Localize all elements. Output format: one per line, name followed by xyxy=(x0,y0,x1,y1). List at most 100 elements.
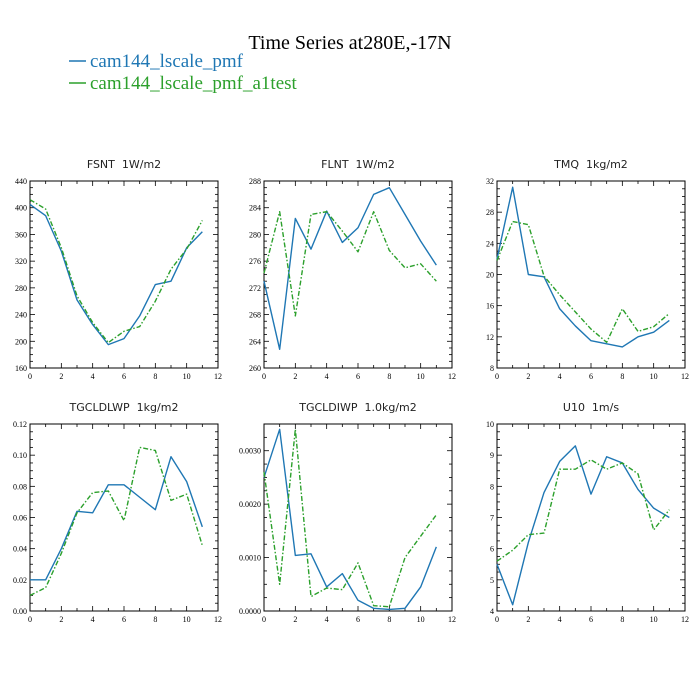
x-tick-label: 8 xyxy=(153,372,157,381)
x-tick-label: 0 xyxy=(495,615,499,624)
series-line-2 xyxy=(263,211,437,317)
panel-4: TGCLDLWP 1kg/m2 0 2 4 6 8 10 12 0.00 0.02 0.04 0.06… xyxy=(13,401,222,624)
y-tick-label: 20 xyxy=(486,271,494,280)
x-tick-label: 0 xyxy=(262,615,266,624)
y-tick-label: 7 xyxy=(490,514,494,523)
plot-frame xyxy=(29,423,219,612)
x-tick-label: 6 xyxy=(122,372,126,381)
x-tick-label: 12 xyxy=(448,615,456,624)
y-tick-label: 320 xyxy=(15,257,27,266)
y-tick-label: 272 xyxy=(249,284,261,293)
x-tick-label: 0 xyxy=(28,615,32,624)
x-tick-label: 10 xyxy=(183,372,191,381)
panel-title: U10 1m/s xyxy=(563,401,619,414)
y-tick-label: 0.04 xyxy=(13,545,27,554)
plot-frame xyxy=(263,180,453,369)
plot-frame xyxy=(496,423,686,612)
panel-title: TMQ 1kg/m2 xyxy=(553,158,628,171)
y-tick-label: 24 xyxy=(486,239,494,248)
x-tick-label: 10 xyxy=(650,615,658,624)
y-tick-label: 280 xyxy=(15,284,27,293)
y-tick-label: 264 xyxy=(249,337,261,346)
series-line-1 xyxy=(263,186,437,350)
series-line-2 xyxy=(496,220,670,343)
panel-5: TGCLDIWP 1.0kg/m2 0 2 4 6 8 10 12 0.0000 0.0010 0.… xyxy=(239,401,456,624)
x-tick-label: 12 xyxy=(214,615,222,624)
y-tick-label: 0.00 xyxy=(13,607,27,616)
series-line-2 xyxy=(263,428,437,608)
y-tick-label: 0.02 xyxy=(13,576,27,585)
y-tick-label: 0.0030 xyxy=(239,447,261,456)
plot-frame xyxy=(263,423,453,612)
y-tick-label: 9 xyxy=(490,451,494,460)
x-tick-label: 4 xyxy=(91,615,95,624)
figure-title: Time Series at280E,-17N xyxy=(248,32,451,54)
x-tick-label: 2 xyxy=(59,372,63,381)
panel-title: FLNT 1W/m2 xyxy=(321,158,395,171)
y-tick-label: 288 xyxy=(249,177,261,186)
y-tick-label: 0.0020 xyxy=(239,500,261,509)
legend-label-series-1: cam144_lscale_pmf xyxy=(90,51,244,72)
y-tick-label: 0.08 xyxy=(13,482,27,491)
y-tick-label: 0.0010 xyxy=(239,554,261,563)
series-line-1 xyxy=(30,456,203,581)
series-line-1 xyxy=(496,186,670,348)
x-tick-label: 4 xyxy=(558,372,562,381)
x-tick-label: 8 xyxy=(153,615,157,624)
x-tick-label: 2 xyxy=(526,615,530,624)
panel-title: FSNT 1W/m2 xyxy=(87,158,161,171)
x-tick-label: 12 xyxy=(681,372,689,381)
x-tick-label: 10 xyxy=(417,372,425,381)
y-tick-label: 260 xyxy=(249,364,261,373)
panel-title: TGCLDLWP 1kg/m2 xyxy=(69,401,179,414)
x-tick-label: 6 xyxy=(356,372,360,381)
series-line-2 xyxy=(496,459,670,562)
y-tick-label: 240 xyxy=(15,311,27,320)
y-tick-label: 8 xyxy=(490,482,494,491)
y-tick-label: 0.06 xyxy=(13,514,27,523)
x-tick-label: 4 xyxy=(558,615,562,624)
y-tick-label: 5 xyxy=(490,576,494,585)
x-tick-label: 8 xyxy=(620,615,624,624)
series-line-2 xyxy=(29,199,203,344)
y-tick-label: 360 xyxy=(15,230,27,239)
y-tick-label: 10 xyxy=(486,420,494,429)
y-tick-label: 268 xyxy=(249,311,261,320)
y-tick-label: 284 xyxy=(249,204,261,213)
x-tick-label: 12 xyxy=(681,615,689,624)
y-tick-label: 12 xyxy=(486,333,494,342)
x-tick-label: 2 xyxy=(59,615,63,624)
x-tick-label: 4 xyxy=(325,372,329,381)
series-line-1 xyxy=(496,445,670,606)
panel-1: FSNT 1W/m2 0 2 4 6 8 10 12 160 200 240 280 320 360 400… xyxy=(15,158,222,381)
series-line-2 xyxy=(29,446,203,597)
x-tick-label: 12 xyxy=(448,372,456,381)
x-tick-label: 0 xyxy=(28,372,32,381)
legend-label-series-2: cam144_lscale_pmf_a1test xyxy=(90,73,298,94)
x-tick-label: 10 xyxy=(417,615,425,624)
x-tick-label: 6 xyxy=(356,615,360,624)
panel-title: TGCLDIWP 1.0kg/m2 xyxy=(298,401,417,414)
y-tick-label: 28 xyxy=(486,208,494,217)
y-tick-label: 276 xyxy=(249,257,261,266)
x-tick-label: 2 xyxy=(293,615,297,624)
x-tick-label: 2 xyxy=(293,372,297,381)
x-tick-label: 2 xyxy=(526,372,530,381)
panel-2: FLNT 1W/m2 0 2 4 6 8 10 12 260 264 268 272 276 280 284… xyxy=(249,158,456,381)
y-tick-label: 400 xyxy=(15,204,27,213)
panel-6: U10 1m/s 0 2 4 6 8 10 12 4 5 6 7 8 9 10 xyxy=(486,401,689,624)
y-tick-label: 8 xyxy=(490,364,494,373)
x-tick-label: 6 xyxy=(589,615,593,624)
x-tick-label: 10 xyxy=(650,372,658,381)
x-tick-label: 4 xyxy=(91,372,95,381)
x-tick-label: 0 xyxy=(262,372,266,381)
x-tick-label: 0 xyxy=(495,372,499,381)
legend: cam144_lscale_pmf cam144_lscale_pmf_a1te… xyxy=(69,51,298,94)
y-tick-label: 4 xyxy=(490,607,494,616)
y-tick-label: 200 xyxy=(15,337,27,346)
x-tick-label: 8 xyxy=(387,615,391,624)
y-tick-label: 0.12 xyxy=(13,420,27,429)
x-tick-label: 10 xyxy=(183,615,191,624)
y-tick-label: 280 xyxy=(249,230,261,239)
y-tick-label: 6 xyxy=(490,545,494,554)
